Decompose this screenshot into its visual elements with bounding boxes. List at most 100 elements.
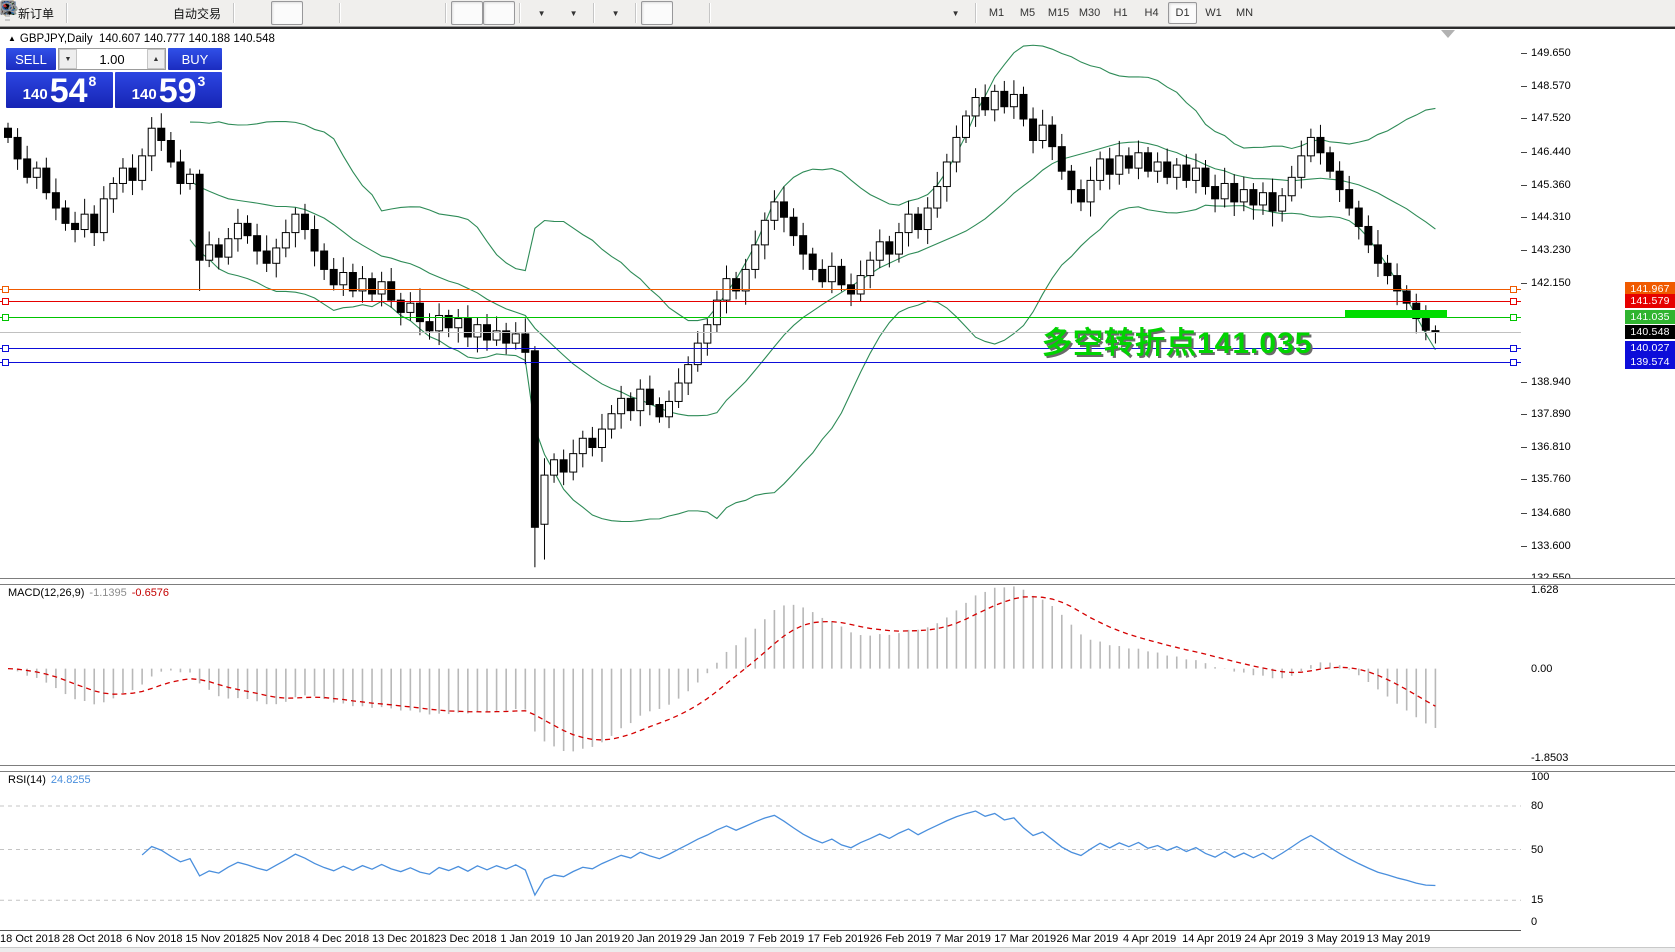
bear-candle — [1345, 189, 1354, 209]
buy-price-main: 140 — [131, 86, 157, 103]
axis-tick-mark — [1521, 381, 1527, 383]
hline-140.548[interactable] — [0, 332, 1521, 333]
search-button[interactable] — [1, 1, 1635, 25]
zoom-out-button[interactable] — [1, 0, 409, 25]
timeframe-button-M5[interactable]: M5 — [1019, 7, 1036, 19]
trendline-button[interactable] — [1, 1, 811, 25]
symbol-period-label: GBPJPY,Daily — [19, 33, 93, 45]
cursor-button[interactable] — [4, 1, 674, 25]
hline-handle[interactable] — [1510, 286, 1517, 293]
hline-141.579[interactable] — [0, 301, 1521, 302]
timeframe-button-H1[interactable]: H1 — [1113, 7, 1128, 19]
annotation-text[interactable]: 多空转折点141.035 — [1042, 327, 1313, 360]
timeframe-button-D1[interactable]: D1 — [1168, 2, 1198, 24]
hline-handle[interactable] — [2, 345, 9, 352]
rsi-splitter[interactable] — [0, 765, 1675, 772]
bull-candle — [1172, 164, 1181, 178]
crosshair-button[interactable] — [1, 1, 705, 25]
hline-handle[interactable] — [1510, 345, 1517, 352]
equidistant-channel-button[interactable]: E — [0, 1, 843, 25]
bull-candle — [827, 265, 836, 283]
bull-candle — [760, 219, 769, 246]
axis-tick-mark — [1521, 447, 1527, 449]
sell-price-display[interactable]: 140 54 8 — [6, 72, 113, 108]
bull-candle — [1258, 192, 1267, 206]
auto-trading-label: 自动交易 — [173, 6, 222, 21]
terminal-button[interactable] — [0, 1, 136, 25]
chart-styles-button[interactable] — [1, 0, 104, 25]
rsi-panel[interactable] — [0, 770, 1522, 931]
main-chart-panel[interactable] — [0, 29, 1522, 578]
hline-handle[interactable] — [2, 314, 9, 321]
macd-panel[interactable] — [0, 583, 1522, 766]
date-axis-tick: 4 Apr 2019 — [1122, 933, 1177, 945]
tile-windows-button[interactable] — [0, 1, 441, 25]
bear-candle — [1383, 262, 1392, 277]
new-chart-button[interactable]: ▼ — [1, 0, 557, 25]
chat-button[interactable] — [0, 1, 1667, 25]
arrows-button[interactable]: ▼ — [1, 1, 971, 25]
period-button[interactable]: ▼ — [1, 1, 589, 25]
hline-handle[interactable] — [1510, 298, 1517, 305]
auto-scroll-button[interactable] — [0, 1, 484, 25]
buy-price-display[interactable]: 140 59 3 — [115, 72, 222, 108]
macd-splitter[interactable] — [0, 578, 1675, 585]
volume-input[interactable]: 1.00 — [99, 51, 125, 67]
price-axis-tick: 143.230 — [1531, 244, 1571, 257]
date-axis-tick: 25 Nov 2018 — [247, 933, 310, 945]
price-axis-tick: 135.760 — [1531, 473, 1571, 486]
hline-139.574[interactable] — [0, 362, 1521, 363]
macd-chart-surface[interactable] — [0, 583, 1521, 766]
hline-141.967[interactable] — [0, 289, 1521, 290]
rsi-chart-surface[interactable] — [0, 770, 1521, 930]
bull-candle — [511, 333, 520, 344]
hline-141.035[interactable] — [0, 317, 1521, 318]
new-order-button[interactable]: 新订单 — [1, 0, 62, 25]
signals-button[interactable] — [2, 1, 168, 25]
macd-signal-line — [7, 596, 1436, 741]
bar-chart-button[interactable] — [2, 1, 271, 25]
bear-candle — [559, 459, 568, 473]
price-axis[interactable]: 149.650 148.570 147.520 146.440 145.360 144.3… — [1521, 29, 1675, 931]
date-axis[interactable]: 18 Oct 2018 28 Oct 2018 6 Nov 2018 15 Nov 2… — [0, 931, 1675, 947]
chart-shift-button[interactable] — [0, 1, 516, 25]
fibonacci-button[interactable]: F — [1, 1, 875, 25]
timeframe-button-M1[interactable]: M1 — [988, 7, 1005, 19]
bear-candle — [1364, 225, 1373, 246]
timeframe-button-M15[interactable]: M15 — [1047, 7, 1070, 19]
bull-candle — [291, 213, 300, 234]
bull-candle — [281, 232, 290, 249]
hline-handle[interactable] — [2, 359, 9, 366]
timeframe-button-MN[interactable]: MN — [1235, 7, 1254, 19]
auto-trading-button[interactable]: 自动交易 — [1, 1, 229, 25]
timeframe-button-W1[interactable]: W1 — [1205, 7, 1222, 19]
toolbar-separator — [593, 3, 596, 23]
text-button[interactable]: A — [3, 1, 907, 25]
timeframe-button-H4[interactable]: H4 — [1144, 7, 1159, 19]
volume-increase-button[interactable]: ▲ — [147, 49, 165, 69]
candlestick-chart-button[interactable] — [3, 1, 304, 25]
collapse-arrow-icon[interactable]: ▲ — [8, 34, 16, 43]
bear-candle — [1000, 90, 1009, 108]
bull-candle — [1134, 152, 1143, 169]
bear-candle — [1067, 170, 1076, 191]
hline-handle[interactable] — [2, 286, 9, 293]
volume-decrease-button[interactable]: ▼ — [59, 49, 77, 69]
bull-candle — [1220, 182, 1229, 200]
zoom-in-button[interactable] — [1, 0, 377, 25]
timeframe-button-M30[interactable]: M30 — [1078, 7, 1101, 19]
hline-140.027[interactable] — [0, 348, 1521, 349]
buy-button[interactable]: BUY — [168, 48, 222, 70]
sell-button[interactable]: SELL — [6, 48, 56, 70]
highlight-bar-object[interactable] — [1345, 310, 1447, 318]
hline-handle[interactable] — [1510, 359, 1517, 366]
candlestick-chart-surface[interactable] — [0, 29, 1521, 578]
indicators-button[interactable]: ▼ — [0, 1, 631, 25]
vertical-line-button[interactable] — [7, 1, 747, 25]
hline-handle[interactable] — [1510, 314, 1517, 321]
buy-price-big: 59 — [158, 72, 197, 111]
line-chart-button[interactable] — [0, 1, 335, 25]
text-label-button[interactable]: T — [1, 1, 939, 25]
hline-handle[interactable] — [2, 298, 9, 305]
horizontal-line-button[interactable] — [1, 1, 779, 25]
